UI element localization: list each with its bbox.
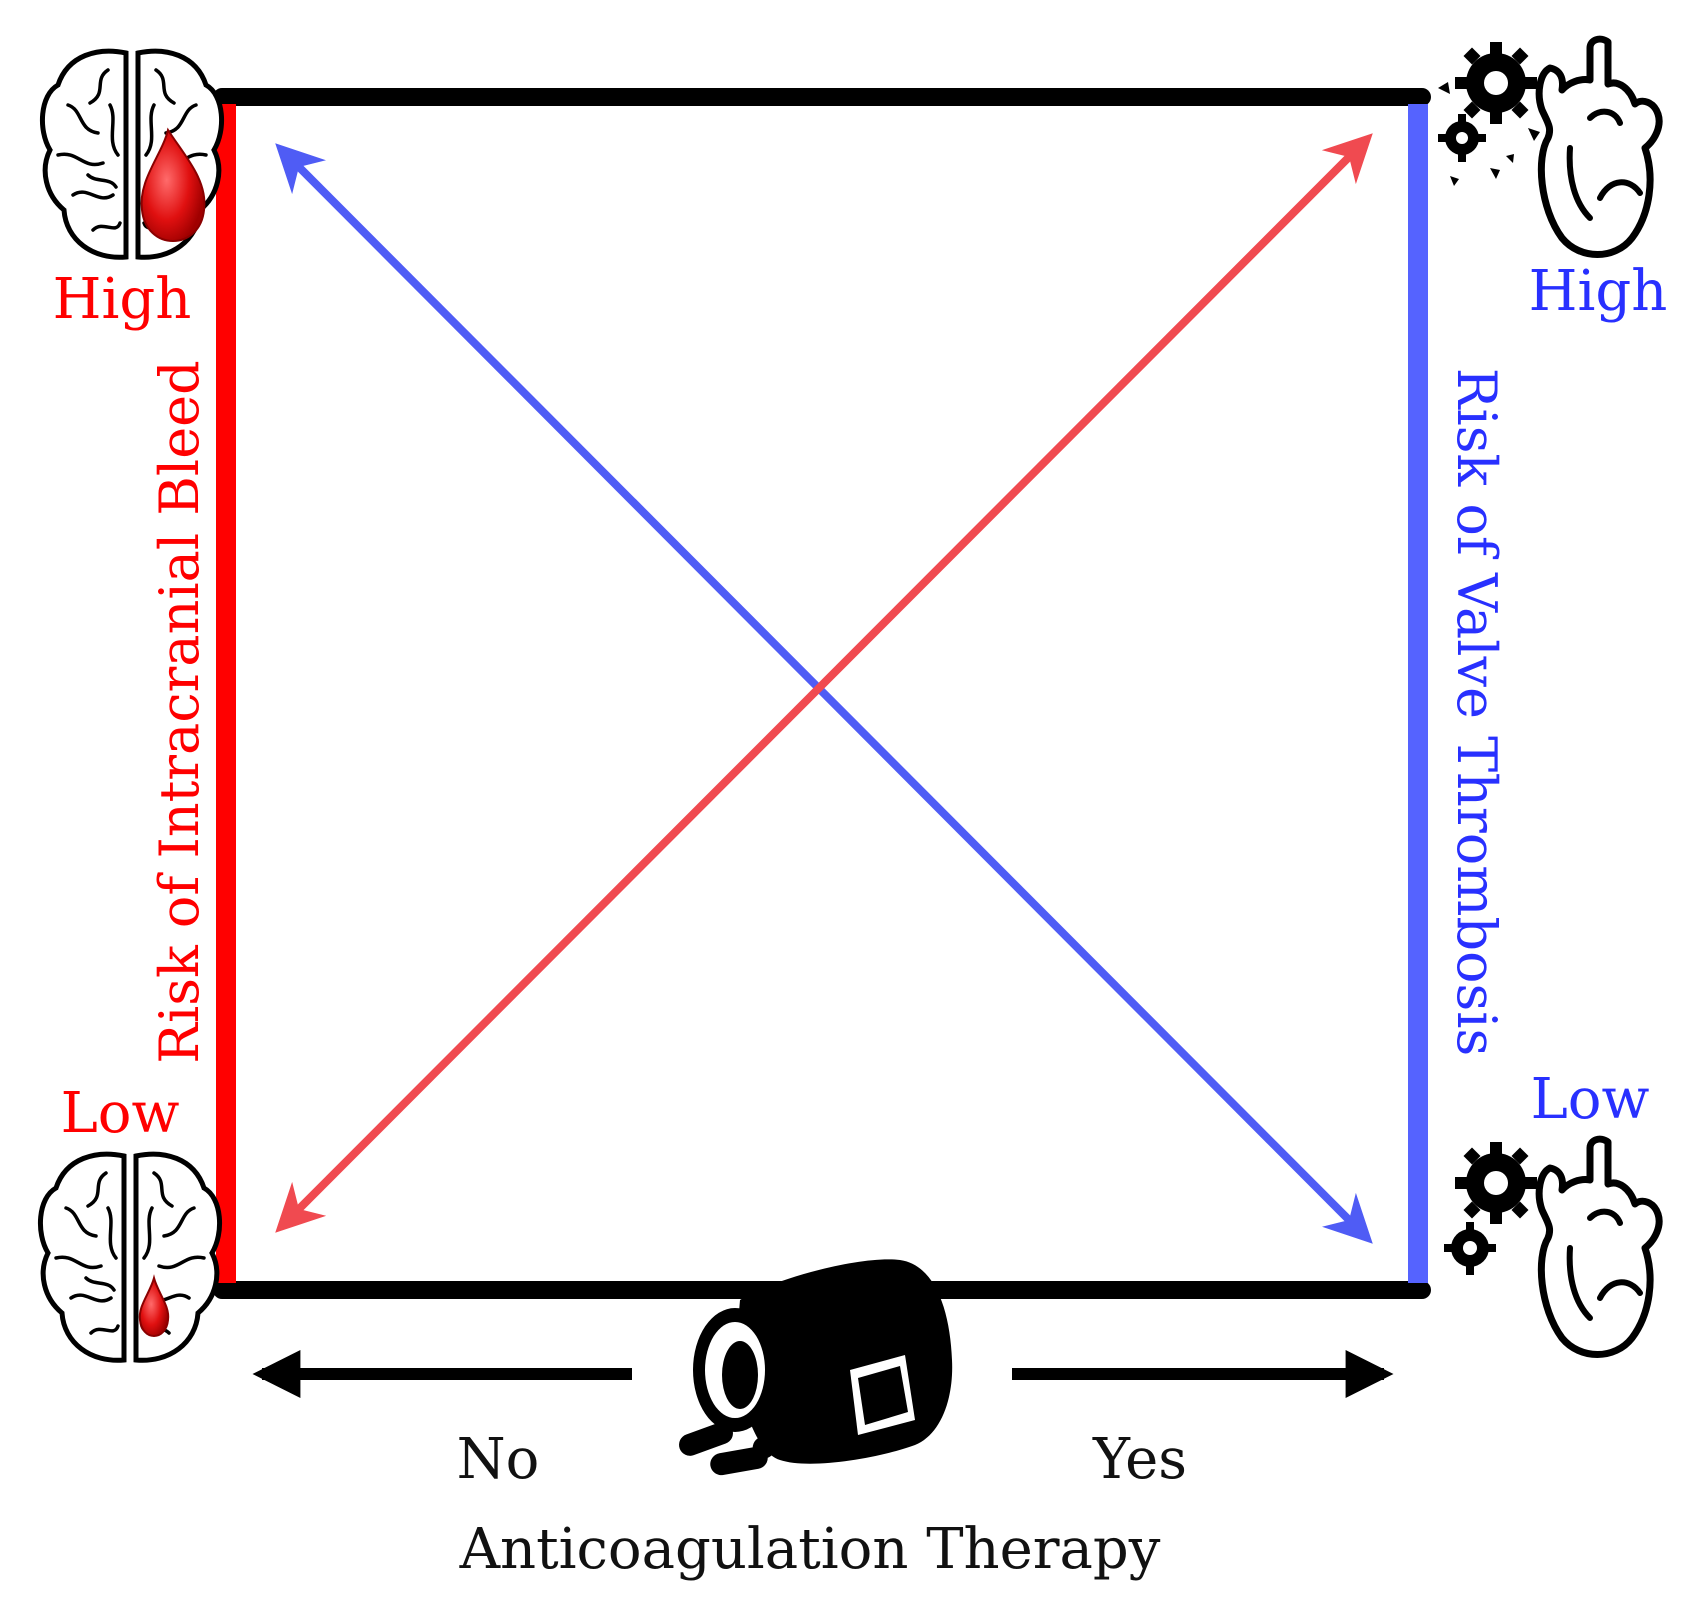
right-axis-title: Risk of Valve Thrombosis [1445, 368, 1508, 1056]
right-high-label: High [1529, 259, 1668, 324]
left-low-label: Low [61, 1081, 180, 1146]
left-axis-title: Risk of Intracranial Bleed [148, 360, 211, 1063]
right-low-label: Low [1531, 1067, 1650, 1132]
yes-label: Yes [1092, 1427, 1187, 1492]
brain-bleed-large-icon [39, 48, 225, 260]
bleed-diagonal-arrow [275, 133, 1373, 1233]
pill-bottle-icon [679, 1259, 953, 1476]
no-label: No [457, 1427, 540, 1492]
broken-gears-heart-icon [1438, 35, 1663, 258]
gears-heart-icon [1444, 1135, 1663, 1358]
left-high-label: High [53, 267, 192, 332]
brain-bleed-small-icon [37, 1151, 223, 1363]
bottom-axis-title: Anticoagulation Therapy [459, 1517, 1161, 1582]
thrombosis-diagonal-arrow [275, 143, 1373, 1244]
